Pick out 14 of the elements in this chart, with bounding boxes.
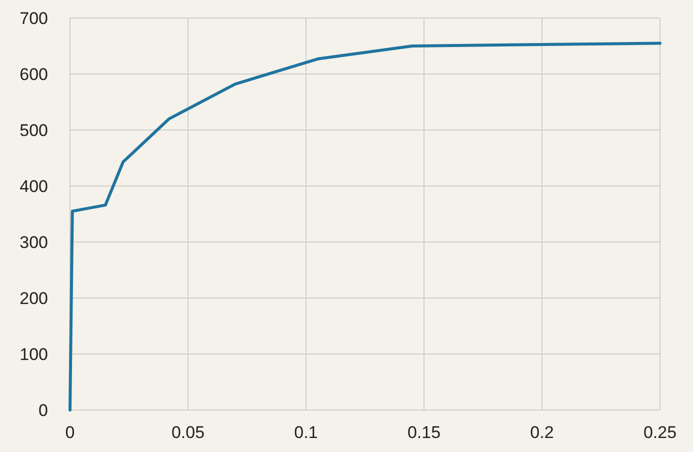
x-tick-label: 0.2 [530,423,554,442]
y-tick-label: 100 [20,344,48,364]
x-tick-label: 0.15 [407,423,441,442]
y-tick-label: 300 [20,232,48,252]
x-tick-label: 0 [65,423,75,442]
y-tick-label: 700 [20,8,48,28]
x-tick-label: 0.05 [171,423,205,442]
y-tick-label: 600 [20,64,48,84]
y-tick-label: 400 [20,176,48,196]
x-tick-label: 0.1 [294,423,318,442]
x-tick-label: 0.25 [643,423,677,442]
y-tick-label: 0 [38,400,48,420]
y-tick-label: 500 [20,120,48,140]
y-tick-label: 200 [20,288,48,308]
